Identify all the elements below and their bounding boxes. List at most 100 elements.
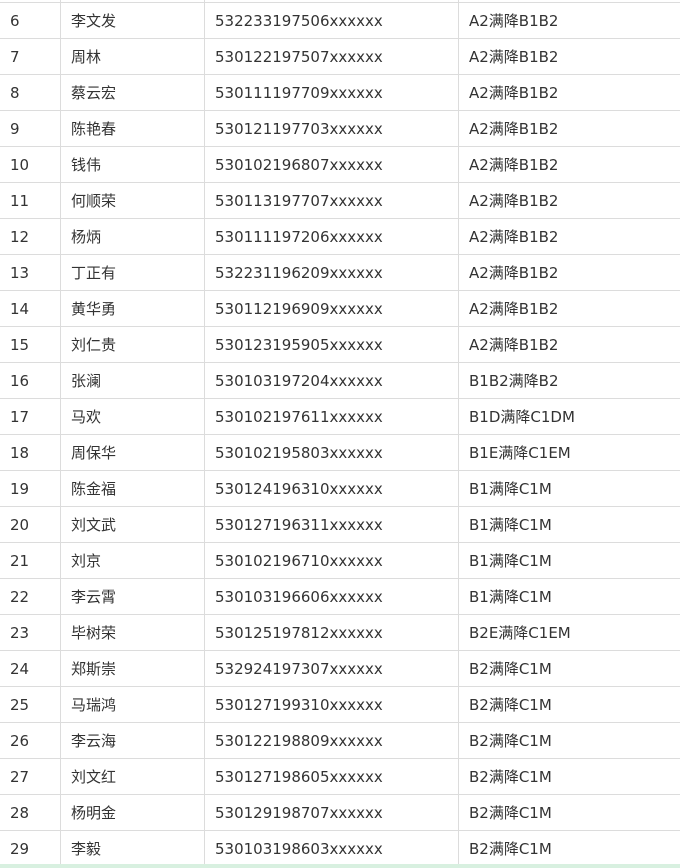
row-number-cell: 27 — [0, 758, 61, 795]
id-number-cell: 530103198603xxxxxx — [204, 830, 459, 867]
license-change-cell: A2满降B1B2 — [458, 254, 680, 291]
table-row: 18 周保华 530102195803xxxxxx B1E满降C1EM — [0, 434, 680, 471]
table-row: 26 李云海 530122198809xxxxxx B2满降C1M — [0, 722, 680, 759]
name-cell: 郑斯崇 — [60, 650, 205, 687]
id-number-cell: 530122197507xxxxxx — [204, 38, 459, 75]
id-number-cell: 530121197703xxxxxx — [204, 110, 459, 147]
license-change-cell: A2满降B1B2 — [458, 326, 680, 363]
row-number-cell: 24 — [0, 650, 61, 687]
row-number-cell: 16 — [0, 362, 61, 399]
table-row: 24 郑斯崇 532924197307xxxxxx B2满降C1M — [0, 650, 680, 687]
name-cell: 陈金福 — [60, 470, 205, 507]
row-number-cell: 13 — [0, 254, 61, 291]
row-number-cell: 29 — [0, 830, 61, 867]
id-number-cell: 530112196909xxxxxx — [204, 290, 459, 327]
id-number-cell: 530102197611xxxxxx — [204, 398, 459, 435]
name-cell: 周保华 — [60, 434, 205, 471]
license-change-cell: A2满降B1B2 — [458, 290, 680, 327]
id-number-cell: 530102196710xxxxxx — [204, 542, 459, 579]
license-change-cell: A2满降B1B2 — [458, 38, 680, 75]
license-change-cell: A2满降B1B2 — [458, 74, 680, 111]
license-change-cell: B1满降C1M — [458, 506, 680, 543]
license-change-cell: A2满降B1B2 — [458, 146, 680, 183]
license-change-cell: A2满降B1B2 — [458, 110, 680, 147]
license-change-cell: B1满降C1M — [458, 578, 680, 615]
row-number-cell: 23 — [0, 614, 61, 651]
id-number-cell: 530103196606xxxxxx — [204, 578, 459, 615]
table-row: 22 李云霄 530103196606xxxxxx B1满降C1M — [0, 578, 680, 615]
row-number-cell: 18 — [0, 434, 61, 471]
table-row: 17 马欢 530102197611xxxxxx B1D满降C1DM — [0, 398, 680, 435]
name-cell: 钱伟 — [60, 146, 205, 183]
row-number-cell: 19 — [0, 470, 61, 507]
name-cell: 刘仁贵 — [60, 326, 205, 363]
table-row: 6 李文发 532233197506xxxxxx A2满降B1B2 — [0, 2, 680, 39]
license-change-cell: B2满降C1M — [458, 650, 680, 687]
id-number-cell: 530103197204xxxxxx — [204, 362, 459, 399]
row-number-cell: 22 — [0, 578, 61, 615]
row-number-cell: 21 — [0, 542, 61, 579]
footer-strip — [0, 864, 680, 868]
table-row: 14 黄华勇 530112196909xxxxxx A2满降B1B2 — [0, 290, 680, 327]
license-change-cell: B1B2满降B2 — [458, 362, 680, 399]
name-cell: 刘京 — [60, 542, 205, 579]
row-number-cell: 14 — [0, 290, 61, 327]
name-cell: 杨炳 — [60, 218, 205, 255]
id-number-cell: 530111197206xxxxxx — [204, 218, 459, 255]
row-number-cell: 9 — [0, 110, 61, 147]
license-change-cell: A2满降B1B2 — [458, 218, 680, 255]
name-cell: 张澜 — [60, 362, 205, 399]
row-number-cell: 12 — [0, 218, 61, 255]
table-row: 7 周林 530122197507xxxxxx A2满降B1B2 — [0, 38, 680, 75]
id-number-cell: 530127199310xxxxxx — [204, 686, 459, 723]
table-row: 21 刘京 530102196710xxxxxx B1满降C1M — [0, 542, 680, 579]
id-number-cell: 532233197506xxxxxx — [204, 2, 459, 39]
table-row: 28 杨明金 530129198707xxxxxx B2满降C1M — [0, 794, 680, 831]
id-number-cell: 530102195803xxxxxx — [204, 434, 459, 471]
row-number-cell: 11 — [0, 182, 61, 219]
name-cell: 刘文红 — [60, 758, 205, 795]
table-row: 8 蔡云宏 530111197709xxxxxx A2满降B1B2 — [0, 74, 680, 111]
id-number-cell: 530113197707xxxxxx — [204, 182, 459, 219]
table-row: 25 马瑞鸿 530127199310xxxxxx B2满降C1M — [0, 686, 680, 723]
row-number-cell: 20 — [0, 506, 61, 543]
id-number-cell: 530122198809xxxxxx — [204, 722, 459, 759]
id-number-cell: 530124196310xxxxxx — [204, 470, 459, 507]
name-cell: 陈艳春 — [60, 110, 205, 147]
license-change-cell: B2满降C1M — [458, 758, 680, 795]
name-cell: 马欢 — [60, 398, 205, 435]
name-cell: 何顺荣 — [60, 182, 205, 219]
table-row: 11 何顺荣 530113197707xxxxxx A2满降B1B2 — [0, 182, 680, 219]
id-number-cell: 530102196807xxxxxx — [204, 146, 459, 183]
name-cell: 毕树荣 — [60, 614, 205, 651]
name-cell: 杨明金 — [60, 794, 205, 831]
name-cell: 黄华勇 — [60, 290, 205, 327]
id-number-cell: 532924197307xxxxxx — [204, 650, 459, 687]
id-number-cell: 530125197812xxxxxx — [204, 614, 459, 651]
row-number-cell: 17 — [0, 398, 61, 435]
license-change-cell: A2满降B1B2 — [458, 2, 680, 39]
license-change-cell: B2E满降C1EM — [458, 614, 680, 651]
license-change-cell: B1满降C1M — [458, 470, 680, 507]
table-row: 29 李毅 530103198603xxxxxx B2满降C1M — [0, 830, 680, 867]
table-row: 13 丁正有 532231196209xxxxxx A2满降B1B2 — [0, 254, 680, 291]
license-change-cell: B2满降C1M — [458, 794, 680, 831]
name-cell: 李云海 — [60, 722, 205, 759]
table-row: 27 刘文红 530127198605xxxxxx B2满降C1M — [0, 758, 680, 795]
table-row: 12 杨炳 530111197206xxxxxx A2满降B1B2 — [0, 218, 680, 255]
table-row: 9 陈艳春 530121197703xxxxxx A2满降B1B2 — [0, 110, 680, 147]
license-change-cell: B2满降C1M — [458, 722, 680, 759]
row-number-cell: 28 — [0, 794, 61, 831]
table-row: 16 张澜 530103197204xxxxxx B1B2满降B2 — [0, 362, 680, 399]
license-change-cell: B1满降C1M — [458, 542, 680, 579]
name-cell: 马瑞鸿 — [60, 686, 205, 723]
license-change-cell: B2满降C1M — [458, 830, 680, 867]
row-number-cell: 26 — [0, 722, 61, 759]
license-change-cell: B1D满降C1DM — [458, 398, 680, 435]
row-number-cell: 7 — [0, 38, 61, 75]
name-cell: 周林 — [60, 38, 205, 75]
name-cell: 李文发 — [60, 2, 205, 39]
id-number-cell: 530123195905xxxxxx — [204, 326, 459, 363]
row-number-cell: 25 — [0, 686, 61, 723]
